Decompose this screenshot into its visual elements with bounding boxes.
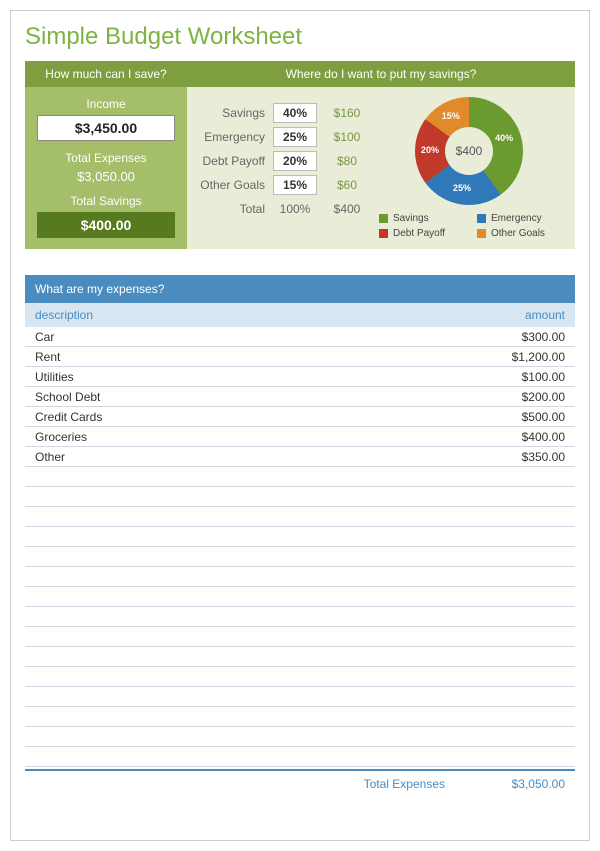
expense-row-empty[interactable] — [25, 507, 575, 527]
donut-slice-label: 25% — [453, 183, 471, 193]
expense-amount: $500.00 — [475, 410, 565, 424]
expense-amount: $400.00 — [475, 430, 565, 444]
expense-row-empty[interactable] — [25, 627, 575, 647]
allocation-name: Debt Payoff — [195, 154, 273, 168]
allocation-pct-input[interactable]: 25% — [273, 127, 317, 147]
total-expenses-label: Total Expenses — [25, 151, 187, 165]
expense-row-empty[interactable] — [25, 587, 575, 607]
expenses-footer-value: $3,050.00 — [475, 777, 565, 791]
allocation-amount: $100 — [323, 130, 371, 144]
donut-center-label: $400 — [445, 127, 493, 175]
allocation-table: Savings40% $160 Emergency25% $100 Debt Payof… — [195, 101, 371, 239]
donut-slice-label: 20% — [421, 145, 439, 155]
savings-panel-header: How much can I save? — [25, 61, 187, 87]
expense-description: School Debt — [35, 390, 475, 404]
expenses-header-row: description amount — [25, 303, 575, 327]
total-savings-label: Total Savings — [25, 194, 187, 208]
legend-label: Other Goals — [491, 228, 545, 239]
legend-swatch — [477, 229, 486, 238]
expense-amount: $200.00 — [475, 390, 565, 404]
expense-row[interactable]: Groceries$400.00 — [25, 427, 575, 447]
allocation-pct-input[interactable]: 20% — [273, 151, 317, 171]
allocation-panel-header: Where do I want to put my savings? — [187, 61, 575, 87]
legend-swatch — [379, 229, 388, 238]
legend-item: Debt Payoff — [379, 228, 469, 239]
expense-row[interactable]: School Debt$200.00 — [25, 387, 575, 407]
expense-amount: $300.00 — [475, 330, 565, 344]
legend-label: Emergency — [491, 213, 542, 224]
total-savings-value: $400.00 — [37, 212, 175, 238]
legend-swatch — [477, 214, 486, 223]
expense-row[interactable]: Car$300.00 — [25, 327, 575, 347]
allocation-row: Other Goals15% $60 — [195, 173, 371, 197]
allocation-amount: $160 — [323, 106, 371, 120]
expense-row[interactable]: Other$350.00 — [25, 447, 575, 467]
savings-summary-panel: How much can I save? Income $3,450.00 To… — [25, 61, 187, 249]
allocation-name: Emergency — [195, 130, 273, 144]
donut-container: 40% 25% 20% 15% $400 Savings Emergency Debt Pa… — [371, 101, 567, 239]
expense-row-empty[interactable] — [25, 667, 575, 687]
expense-description: Utilities — [35, 370, 475, 384]
legend-label: Savings — [393, 213, 429, 224]
allocation-row: Debt Payoff20% $80 — [195, 149, 371, 173]
allocation-total-pct: 100% — [273, 200, 317, 218]
donut-slice-label: 15% — [442, 111, 460, 121]
savings-donut-chart: 40% 25% 20% 15% $400 — [415, 97, 523, 205]
donut-slice-label: 40% — [495, 133, 513, 143]
allocation-pct-input[interactable]: 40% — [273, 103, 317, 123]
expenses-footer-label: Total Expenses — [35, 777, 475, 791]
expense-row-empty[interactable] — [25, 647, 575, 667]
expenses-rows: Car$300.00Rent$1,200.00Utilities$100.00S… — [25, 327, 575, 767]
col-description: description — [35, 308, 475, 322]
expense-row-empty[interactable] — [25, 687, 575, 707]
expense-row-empty[interactable] — [25, 487, 575, 507]
expense-row[interactable]: Rent$1,200.00 — [25, 347, 575, 367]
page-title: Simple Budget Worksheet — [25, 23, 575, 51]
expense-row[interactable]: Utilities$100.00 — [25, 367, 575, 387]
expense-description: Car — [35, 330, 475, 344]
donut-legend: Savings Emergency Debt Payoff Other Goals — [371, 213, 567, 239]
col-amount: amount — [475, 308, 565, 322]
legend-item: Emergency — [477, 213, 567, 224]
legend-swatch — [379, 214, 388, 223]
summary-panels: How much can I save? Income $3,450.00 To… — [25, 61, 575, 249]
allocation-total-label: Total — [195, 202, 273, 216]
expense-row-empty[interactable] — [25, 607, 575, 627]
expense-description: Credit Cards — [35, 410, 475, 424]
expense-row-empty[interactable] — [25, 727, 575, 747]
expense-description: Other — [35, 450, 475, 464]
expense-row-empty[interactable] — [25, 747, 575, 767]
legend-label: Debt Payoff — [393, 228, 445, 239]
allocation-panel: Where do I want to put my savings? Savin… — [187, 61, 575, 249]
expense-row-empty[interactable] — [25, 547, 575, 567]
allocation-amount: $80 — [323, 154, 371, 168]
allocation-row: Savings40% $160 — [195, 101, 371, 125]
allocation-pct-input[interactable]: 15% — [273, 175, 317, 195]
expense-row[interactable]: Credit Cards$500.00 — [25, 407, 575, 427]
budget-worksheet: Simple Budget Worksheet How much can I s… — [10, 10, 590, 841]
allocation-name: Savings — [195, 106, 273, 120]
expense-amount: $350.00 — [475, 450, 565, 464]
expense-row-empty[interactable] — [25, 707, 575, 727]
expenses-footer: Total Expenses $3,050.00 — [25, 769, 575, 791]
expenses-section-title: What are my expenses? — [25, 275, 575, 303]
allocation-total-amt: $400 — [323, 202, 371, 216]
income-label: Income — [25, 97, 187, 111]
expense-description: Rent — [35, 350, 475, 364]
legend-item: Savings — [379, 213, 469, 224]
expense-row-empty[interactable] — [25, 567, 575, 587]
allocation-row: Emergency25% $100 — [195, 125, 371, 149]
expense-description: Groceries — [35, 430, 475, 444]
expense-amount: $1,200.00 — [475, 350, 565, 364]
expense-amount: $100.00 — [475, 370, 565, 384]
total-expenses-value: $3,050.00 — [25, 169, 187, 184]
allocation-total-row: Total100% $400 — [195, 197, 371, 221]
expense-row-empty[interactable] — [25, 527, 575, 547]
allocation-amount: $60 — [323, 178, 371, 192]
expense-row-empty[interactable] — [25, 467, 575, 487]
income-input[interactable]: $3,450.00 — [37, 115, 175, 141]
allocation-name: Other Goals — [195, 178, 273, 192]
legend-item: Other Goals — [477, 228, 567, 239]
